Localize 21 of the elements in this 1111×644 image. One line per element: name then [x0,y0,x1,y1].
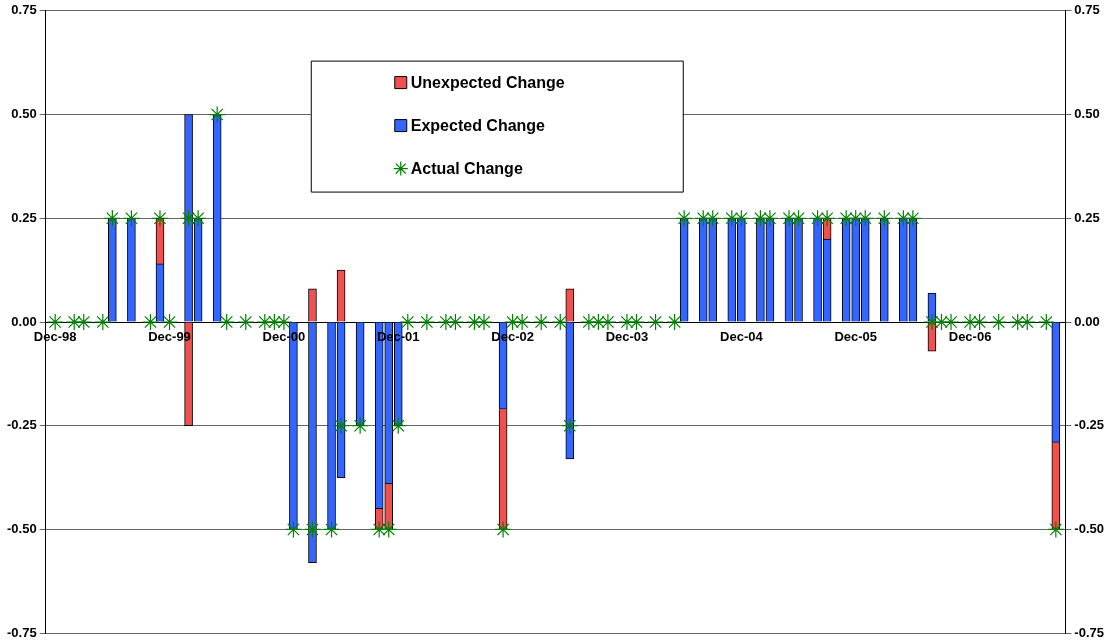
y-tick-label: 0.75 [11,2,37,18]
legend-label: Unexpected Change [410,74,565,91]
y-tick-label: -0.25 [6,417,37,433]
y2-tick-label: 0.50 [1074,106,1100,122]
y-tick-label: 0.00 [11,313,37,329]
y2-tick-label: 0.25 [1074,209,1100,225]
y2-tick-label: -0.75 [1074,624,1105,640]
y-tick-label: 0.50 [11,106,37,122]
x-tick-label: Dec-06 [948,329,992,345]
y-tick-label: 0.25 [11,209,37,225]
x-tick-label: Dec-03 [605,329,649,345]
legend-label: Expected Change [410,117,546,134]
legend-label: Actual Change [410,160,523,177]
y-tick-label: -0.75 [6,624,37,640]
x-tick-label: Dec-05 [834,329,878,345]
y2-tick-label: 0.75 [1074,2,1100,18]
x-tick-label: Dec-04 [720,329,764,345]
y2-tick-label: -0.50 [1074,521,1105,537]
y-tick-label: -0.50 [6,521,37,537]
y2-tick-label: -0.25 [1074,417,1105,433]
y2-tick-label: 0.00 [1074,313,1100,329]
